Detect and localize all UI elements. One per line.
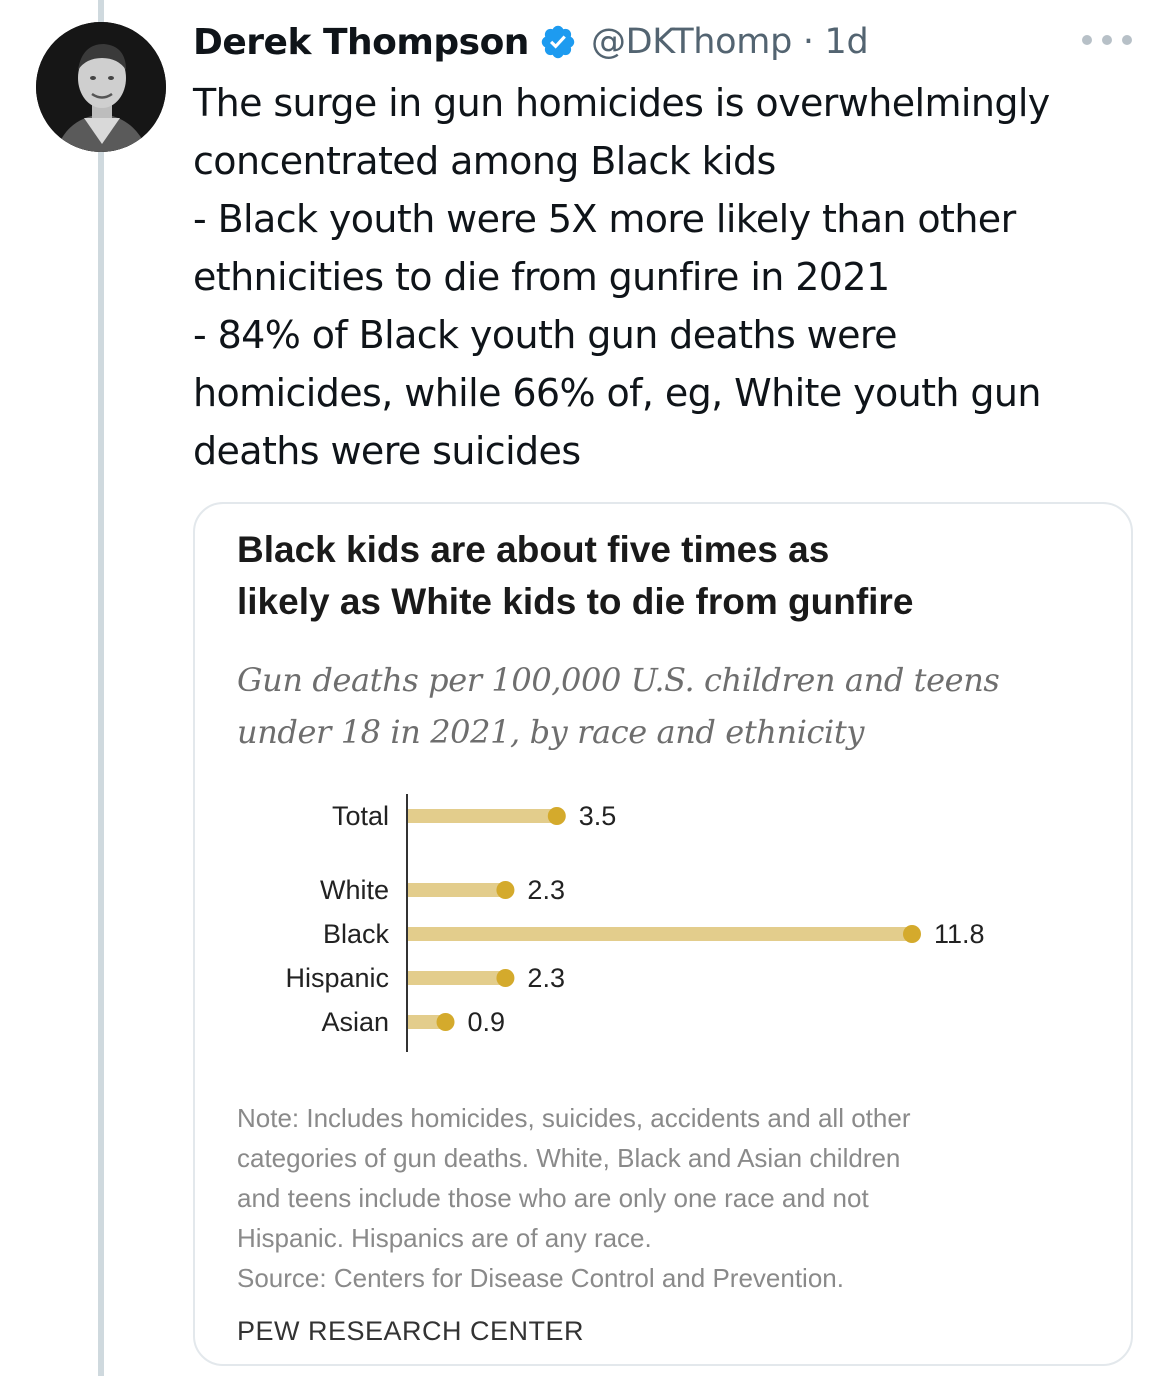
bar-end-dot bbox=[903, 925, 921, 943]
thread-line bbox=[98, 0, 104, 1376]
chart-note: Note: Includes homicides, suicides, acci… bbox=[237, 1098, 1097, 1258]
chart-note-line: and teens include those who are only one… bbox=[237, 1183, 869, 1213]
bar-end-dot bbox=[436, 1013, 455, 1031]
chart-subtitle: Gun deaths per 100,000 U.S. children and… bbox=[237, 654, 1097, 758]
tweet-header: Derek Thompson @DKThomp · 1d bbox=[193, 14, 869, 70]
value-label: 11.8 bbox=[934, 919, 985, 949]
category-label: Asian bbox=[321, 1007, 389, 1037]
chart-note-line: Note: Includes homicides, suicides, acci… bbox=[237, 1103, 911, 1133]
avatar-portrait-icon bbox=[36, 22, 166, 152]
bar-end-dot bbox=[496, 881, 515, 899]
value-label: 0.9 bbox=[468, 1007, 506, 1037]
tweet-line: homicides, while 66% of, eg, White youth… bbox=[193, 371, 1041, 415]
chart-subtitle-line: Gun deaths per 100,000 U.S. children and… bbox=[237, 661, 1000, 699]
chart-subtitle-line: under 18 in 2021, by race and ethnicity bbox=[237, 713, 865, 751]
author-name[interactable]: Derek Thompson bbox=[193, 21, 529, 63]
value-label: 3.5 bbox=[579, 801, 617, 831]
chart-note-line: categories of gun deaths. White, Black a… bbox=[237, 1143, 901, 1173]
bar bbox=[407, 1015, 446, 1029]
brand-label: PEW RESEARCH CENTER bbox=[237, 1316, 585, 1346]
category-label: Black bbox=[323, 919, 390, 949]
chart-title-line: likely as White kids to die from gunfire bbox=[237, 581, 914, 622]
tweet-line: ethnicities to die from gunfire in 2021 bbox=[193, 255, 890, 299]
avatar[interactable] bbox=[36, 22, 166, 152]
handle-and-time[interactable]: @DKThomp · 1d bbox=[590, 22, 869, 62]
tweet-line: - Black youth were 5X more likely than o… bbox=[193, 197, 1016, 241]
more-options-icon[interactable] bbox=[1082, 28, 1132, 52]
tweet-line: deaths were suicides bbox=[193, 429, 581, 473]
tweet-line: The surge in gun homicides is overwhelmi… bbox=[193, 81, 1050, 125]
tweet-line: concentrated among Black kids bbox=[193, 139, 776, 183]
bar bbox=[407, 927, 912, 941]
chart-source: Source: Centers for Disease Control and … bbox=[237, 1263, 844, 1293]
chart-title: Black kids are about five times as likel… bbox=[237, 524, 1097, 628]
chart-title-line: Black kids are about five times as bbox=[237, 529, 830, 570]
tweet-text: The surge in gun homicides is overwhelmi… bbox=[193, 74, 1143, 480]
chart-note-line: Hispanic. Hispanics are of any race. bbox=[237, 1223, 652, 1253]
category-label: Total bbox=[332, 801, 389, 831]
value-label: 2.3 bbox=[527, 963, 565, 993]
bar-chart: Total 3.5 White 2.3 Black 11.8 Hispanic 2.3 Asia… bbox=[285, 794, 985, 1052]
media-card[interactable]: Black kids are about five times as likel… bbox=[193, 502, 1133, 1366]
bar-end-dot bbox=[496, 969, 515, 987]
bar bbox=[407, 809, 557, 823]
bar-end-dot bbox=[547, 807, 566, 825]
category-label: White bbox=[320, 875, 389, 905]
value-label: 2.3 bbox=[527, 875, 565, 905]
tweet-line: - 84% of Black youth gun deaths were bbox=[193, 313, 897, 357]
verified-badge-icon bbox=[541, 25, 575, 59]
bar bbox=[407, 883, 506, 897]
bar bbox=[407, 971, 506, 985]
category-label: Hispanic bbox=[285, 963, 389, 993]
